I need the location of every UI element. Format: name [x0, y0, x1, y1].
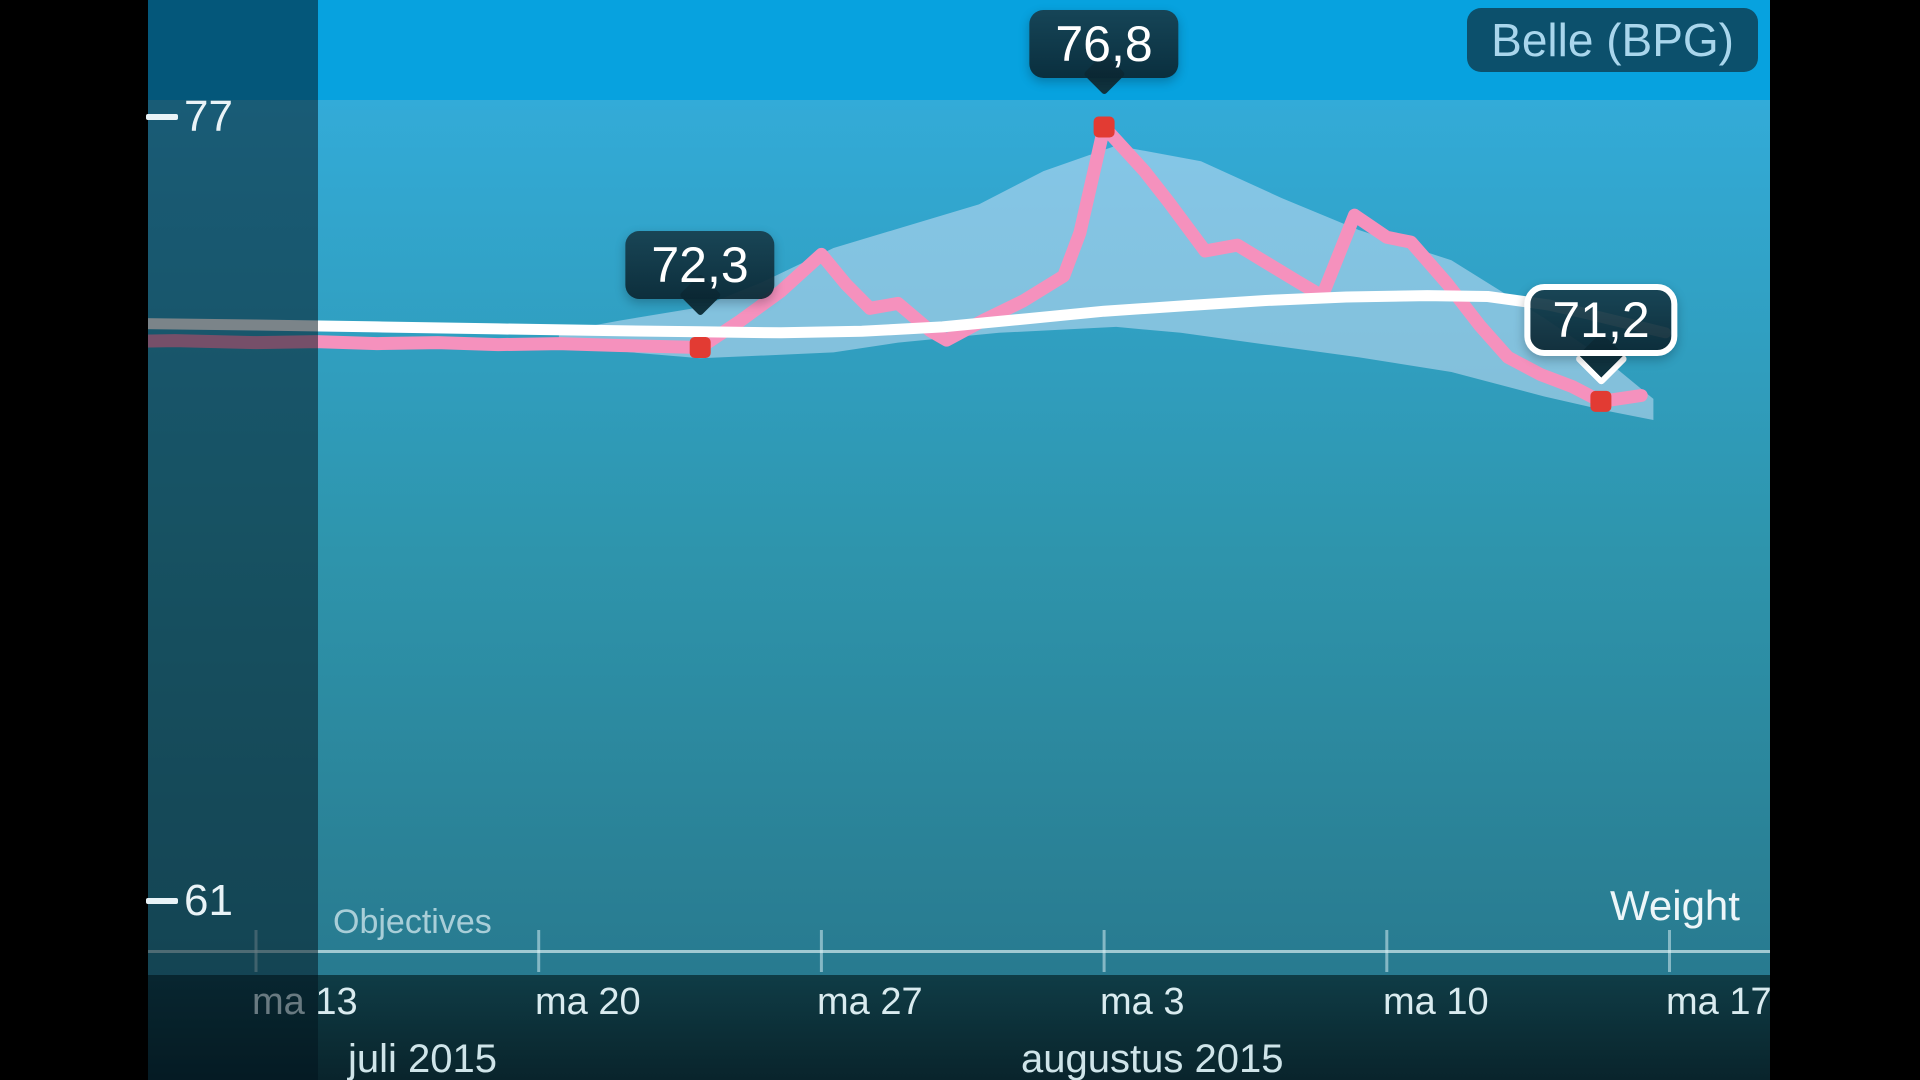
letterbox-left — [0, 0, 148, 1080]
tooltip-value: 72,3 — [651, 237, 749, 293]
data-point-marker[interactable] — [689, 337, 711, 358]
tooltip-value: 76,8 — [1055, 16, 1153, 72]
x-axis-tick — [819, 930, 823, 972]
data-point-marker[interactable] — [1590, 390, 1612, 412]
confidence-band — [558, 145, 1654, 420]
value-tooltip-selected[interactable]: 71,2 — [1524, 284, 1678, 386]
x-axis-strip — [0, 975, 1920, 1080]
x-tick-label: ma 10 — [1383, 981, 1489, 1023]
tooltip-value: 71,2 — [1552, 292, 1650, 348]
y-tick-dash — [146, 114, 178, 120]
tooltip-box: 72,3 — [625, 231, 775, 299]
tooltip-box: 71,2 — [1524, 284, 1678, 356]
value-tooltip[interactable]: 72,3 — [625, 231, 775, 317]
data-point-marker[interactable] — [1093, 116, 1115, 138]
profile-badge[interactable]: Belle (BPG) — [1467, 8, 1758, 72]
x-axis-tick — [1102, 930, 1106, 972]
profile-badge-label: Belle (BPG) — [1491, 14, 1734, 66]
x-tick-label: ma 27 — [817, 981, 923, 1023]
y-tick-dash — [146, 898, 178, 904]
y-tick-text: 61 — [184, 876, 233, 925]
month-label: augustus 2015 — [1021, 1037, 1284, 1080]
month-label: juli 2015 — [348, 1037, 498, 1080]
x-tick-label: ma 20 — [535, 981, 641, 1023]
x-axis-tick — [1668, 930, 1671, 972]
value-tooltip[interactable]: 76,8 — [1029, 10, 1179, 96]
x-axis-line — [140, 950, 1770, 953]
x-axis-tick — [1385, 930, 1389, 972]
letterbox-right — [1770, 0, 1920, 1080]
y-tick-label: 61 — [146, 879, 233, 923]
x-tick-label: ma 17 — [1666, 981, 1772, 1023]
objectives-tab[interactable]: Objectives — [333, 903, 492, 941]
y-tick-label: 77 — [146, 95, 233, 139]
tooltip-box: 76,8 — [1029, 10, 1179, 78]
x-tick-label: ma 3 — [1100, 981, 1185, 1023]
x-axis-tick — [537, 930, 541, 972]
y-tick-text: 77 — [184, 92, 233, 141]
weight-tab[interactable]: Weight — [1610, 882, 1740, 929]
